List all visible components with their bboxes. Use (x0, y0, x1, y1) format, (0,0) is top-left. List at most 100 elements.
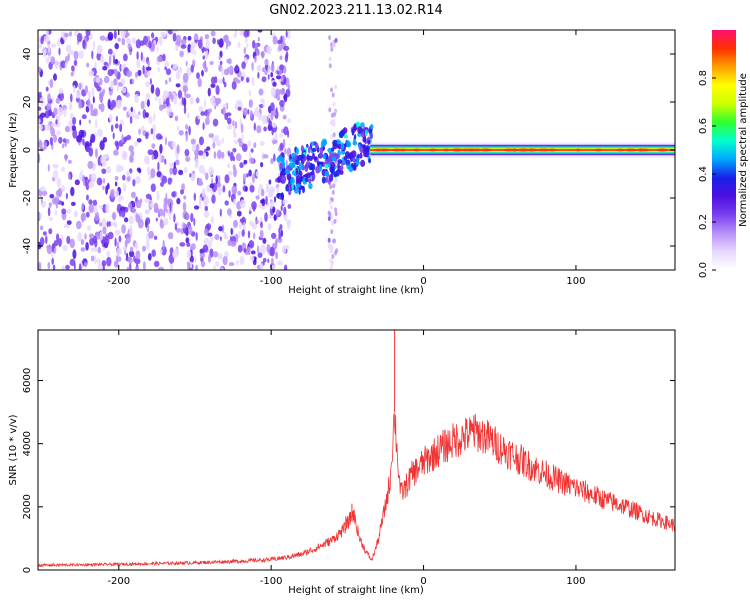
noise-speckle (66, 209, 72, 214)
noise-speckle (222, 35, 229, 41)
stripe-speckle (334, 211, 338, 217)
noise-speckle (209, 61, 214, 65)
onset-speckle (331, 156, 337, 162)
noise-speckle (195, 97, 200, 104)
noise-speckle (223, 231, 227, 240)
noise-speckle (100, 155, 106, 165)
noise-speckle (263, 126, 267, 132)
noise-speckle (275, 107, 278, 114)
noise-speckle (147, 60, 150, 67)
noise-speckle (39, 212, 42, 219)
noise-speckle (249, 110, 253, 119)
noise-speckle (96, 44, 103, 55)
noise-speckle (173, 213, 176, 223)
noise-speckle (200, 111, 205, 116)
noise-speckle (114, 176, 119, 181)
onset-speckle (285, 184, 290, 192)
noise-speckle (129, 51, 132, 56)
noise-speckle (224, 200, 229, 206)
noise-speckle (165, 192, 168, 203)
noise-speckle (183, 195, 187, 200)
noise-speckle (193, 218, 196, 226)
noise-speckle (210, 234, 214, 243)
noise-speckle (76, 91, 81, 99)
noise-speckle (181, 183, 186, 191)
y-tick-label: 40 (22, 48, 33, 61)
onset-speckle (318, 164, 323, 172)
noise-speckle (105, 166, 112, 174)
noise-speckle (81, 202, 84, 211)
noise-speckle (80, 212, 87, 222)
onset-speckle (292, 170, 295, 176)
noise-speckle (64, 61, 68, 69)
noise-speckle (40, 112, 46, 118)
stripe-speckle (330, 42, 333, 48)
noise-speckle (87, 160, 94, 170)
colorbar: 0.0 0.2 0.4 0.6 0.8 Normalized spectral ampl… (698, 30, 749, 278)
noise-speckle (95, 148, 98, 159)
noise-speckle (280, 205, 283, 212)
noise-speckle (50, 56, 56, 65)
onset-speckle (304, 177, 309, 183)
noise-speckle (122, 174, 126, 181)
stripe-speckle (331, 189, 335, 195)
onset-speckle (295, 147, 299, 155)
noise-speckle (175, 159, 180, 166)
onset-speckle (312, 152, 315, 159)
noise-speckle (99, 231, 104, 241)
noise-speckle (73, 210, 78, 218)
noise-speckle (242, 173, 246, 182)
noise-speckle (86, 62, 90, 68)
noise-speckle (235, 30, 238, 36)
noise-speckle (96, 86, 102, 92)
noise-speckle (251, 61, 254, 71)
onset-speckle (281, 175, 287, 184)
noise-speckle (229, 151, 234, 162)
noise-speckle (270, 63, 275, 73)
onset-speckle (295, 175, 301, 182)
noise-speckle (65, 192, 68, 200)
noise-speckle (57, 106, 64, 117)
noise-speckle (154, 235, 158, 240)
noise-speckle (54, 59, 59, 70)
noise-speckle (66, 220, 72, 226)
onset-speckle (365, 150, 370, 158)
noise-speckle (215, 175, 218, 185)
noise-speckle (115, 115, 118, 122)
band-hotspot (575, 148, 581, 152)
noise-speckle (129, 79, 133, 85)
noise-speckle (134, 93, 139, 104)
onset-speckle (346, 164, 352, 170)
onset-speckle (330, 161, 336, 169)
noise-speckle (173, 161, 176, 169)
noise-speckle (207, 254, 212, 263)
snr-line (37, 412, 676, 568)
noise-speckle (213, 264, 216, 270)
noise-speckle (49, 194, 55, 199)
noise-speckle (203, 99, 206, 109)
colorbar-gradient (712, 30, 736, 270)
x-tick-label: 100 (566, 276, 585, 287)
onset-speckle (306, 143, 309, 148)
noise-speckle (202, 244, 209, 253)
stripe-speckle (328, 63, 332, 69)
noise-speckle (100, 102, 105, 113)
noise-speckle (215, 261, 220, 267)
stripe-speckle (334, 177, 338, 183)
onset-speckle (291, 182, 294, 191)
noise-speckle (285, 30, 288, 38)
x-tick-label: -200 (107, 576, 130, 587)
noise-speckle (44, 124, 51, 131)
stripe-speckle (330, 205, 333, 210)
noise-speckle (56, 233, 60, 242)
noise-speckle (47, 207, 51, 217)
noise-speckle (167, 177, 172, 185)
noise-speckle (239, 162, 244, 169)
noise-speckle (283, 206, 287, 216)
noise-speckle (254, 106, 259, 116)
noise-speckle (235, 64, 239, 71)
noise-speckle (252, 173, 255, 184)
noise-speckle (248, 240, 255, 249)
noise-speckle (167, 232, 174, 240)
